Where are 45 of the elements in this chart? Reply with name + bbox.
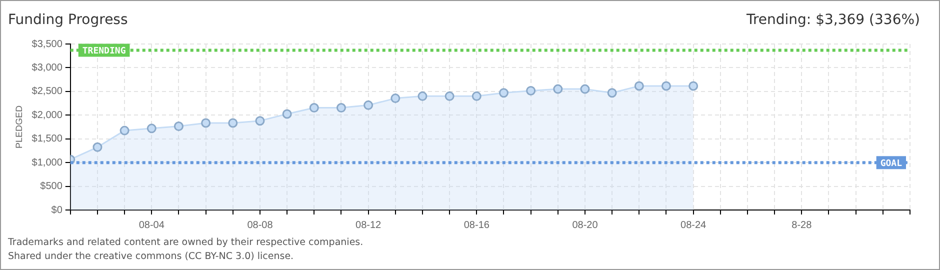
- point: [92, 142, 102, 152]
- y-tick-label: $1,000: [32, 157, 63, 168]
- x-tick-label: 08-08: [247, 220, 274, 231]
- point: [498, 88, 508, 98]
- text: Shared under the creative commons (CC BY-NC 3.0) license.: [8, 250, 295, 264]
- y-tick-label: $500: [40, 181, 63, 192]
- point: [120, 126, 130, 136]
- x-tick-label: 08-16: [464, 220, 490, 231]
- point: [364, 100, 374, 110]
- x-tick-label: 08-24: [680, 220, 707, 231]
- y-tick-label: $3,500: [32, 38, 63, 50]
- point: [553, 84, 563, 94]
- point: [526, 86, 536, 96]
- point: [146, 124, 156, 134]
- ref-line-label: TRENDING: [82, 46, 126, 57]
- point: [336, 103, 346, 113]
- y-tick-label: $1,500: [32, 134, 63, 145]
- point: [255, 116, 265, 126]
- chart-subtitle: Trending: $3,369 (336%): [746, 12, 920, 28]
- point: [607, 88, 617, 98]
- point: [661, 81, 671, 91]
- point: [309, 103, 319, 113]
- text: Trademarks and related content are owned by their respective companies.: [8, 236, 364, 250]
- chart-title: Funding Progress: [8, 12, 128, 28]
- point: [418, 91, 428, 101]
- y-tick-label: $0: [51, 204, 63, 216]
- point: [688, 81, 698, 91]
- point: [228, 118, 238, 128]
- y-axis-title: PLEDGED: [14, 104, 24, 149]
- x-tick-label: 08-04: [138, 220, 165, 231]
- y-tick-label: $2,000: [32, 110, 63, 121]
- y-tick-label: $2,500: [32, 86, 63, 98]
- x-tick-label: 08-20: [572, 220, 598, 231]
- point: [390, 94, 400, 104]
- point: [174, 122, 184, 132]
- point: [444, 91, 454, 101]
- point: [201, 118, 211, 128]
- point: [580, 84, 590, 94]
- y-tick-label: $3,000: [32, 62, 63, 74]
- point: [282, 109, 292, 119]
- point: [472, 91, 482, 101]
- point: [634, 81, 644, 91]
- x-tick-label: 8-28: [792, 220, 812, 231]
- x-tick-label: 08-12: [356, 220, 382, 231]
- ref-line-label: GOAL: [880, 158, 903, 169]
